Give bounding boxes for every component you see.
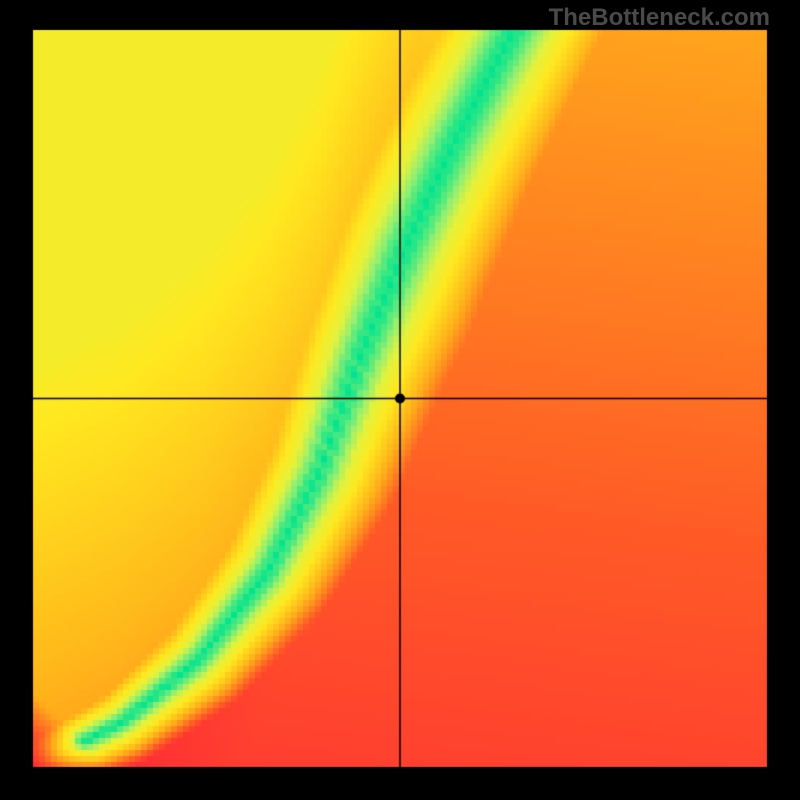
watermark: TheBottleneck.com: [549, 4, 770, 32]
chart-container: TheBottleneck.com: [0, 0, 800, 800]
heatmap-canvas: [0, 0, 800, 800]
